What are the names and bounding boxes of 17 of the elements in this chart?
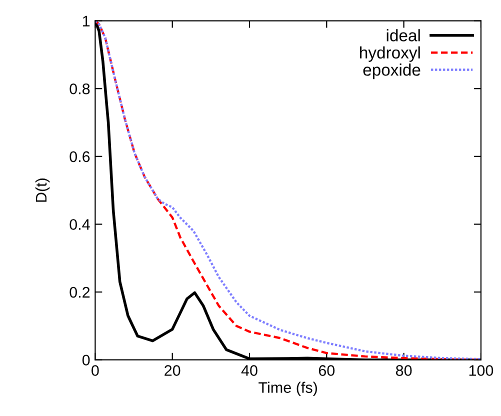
y-tick-label: 0.2: [70, 286, 90, 298]
y-tick-label: 0.4: [70, 219, 90, 230]
y-tick-label: 1: [83, 16, 90, 26]
x-tick-label: 20: [164, 365, 180, 376]
x-tick-label: 80: [396, 365, 412, 376]
x-tick-label: 60: [318, 365, 335, 376]
y-axis-title: D(t): [35, 178, 50, 202]
y-tick-label: 0.8: [70, 83, 90, 94]
y-tick-label: 0.6: [70, 151, 90, 162]
y-tick-label: 0: [82, 354, 90, 366]
x-axis-title: Time (fs): [258, 382, 317, 396]
legend-label: hydroxyl: [360, 46, 420, 62]
x-tick-label: 0: [92, 365, 99, 376]
legend-label: ideal: [386, 29, 420, 42]
x-tick-label: 40: [241, 365, 258, 376]
x-tick-label: 100: [469, 365, 494, 376]
legend-label: epoxide: [363, 64, 420, 80]
